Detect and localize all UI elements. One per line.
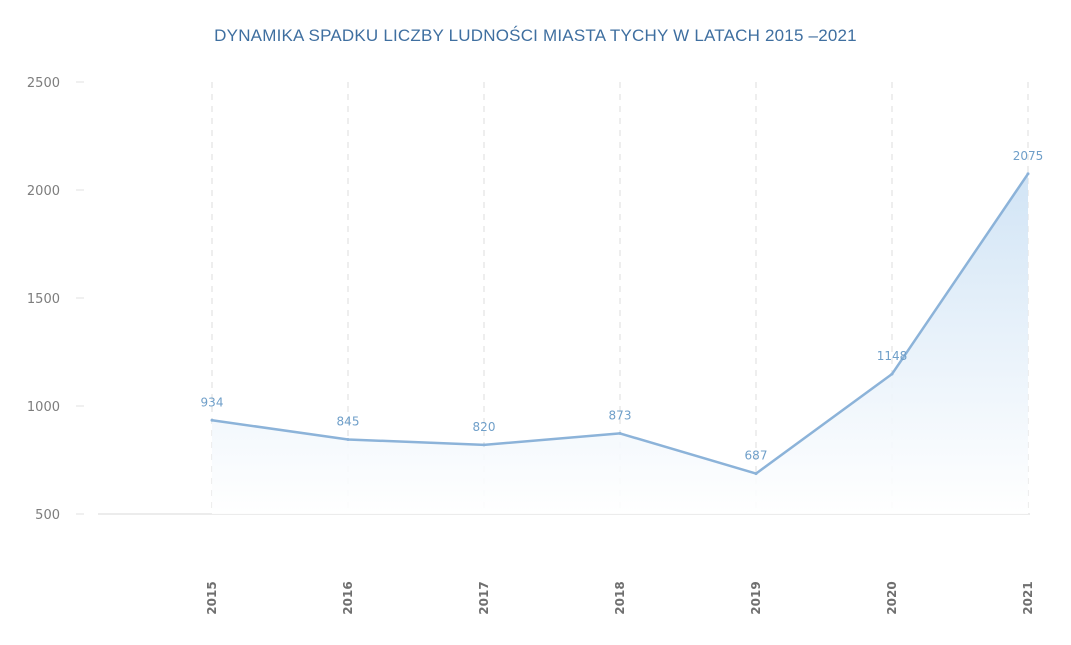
y-tick-label: 500 [35,508,60,523]
x-tick-label: 2015 [205,581,219,614]
data-point [890,372,894,376]
x-tick-label: 2018 [613,581,627,614]
data-point [346,437,350,441]
y-tick-label: 1000 [27,400,60,415]
data-label: 2075 [1013,149,1044,163]
data-label: 845 [337,414,360,428]
data-label: 934 [201,395,224,409]
x-tick-label: 2019 [749,581,763,614]
data-point [482,443,486,447]
x-tick-label: 2016 [341,581,355,614]
x-tick-label: 2017 [477,581,491,614]
chart-title: DYNAMIKA SPADKU LICZBY LUDNOŚCI MIASTA T… [214,26,857,45]
series-area [212,173,1028,515]
x-tick-label: 2021 [1021,581,1035,614]
data-label: 687 [745,449,768,463]
data-point [210,418,214,422]
y-tick-label: 2500 [27,76,60,91]
data-label: 1148 [877,349,908,363]
y-tick-label: 2000 [27,184,60,199]
data-point [618,431,622,435]
x-tick-label: 2020 [885,581,899,614]
data-label: 873 [609,408,632,422]
data-point [1026,172,1030,176]
data-label: 820 [473,420,496,434]
y-tick-label: 1500 [27,292,60,307]
data-point [754,472,758,476]
